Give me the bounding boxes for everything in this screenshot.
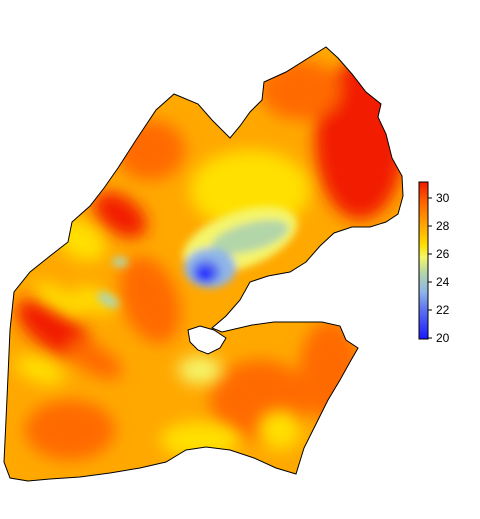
temperature-raster	[4, 47, 403, 481]
legend-tick-label: 28	[436, 219, 450, 233]
mild-zones	[15, 150, 310, 458]
country-outline	[3, 46, 404, 482]
south-mild-band	[15, 355, 65, 385]
central-south-mild	[178, 356, 222, 384]
west-hot-band	[93, 192, 147, 238]
legend-tick-label: 30	[436, 191, 450, 205]
highland-cooler-zone	[211, 219, 289, 255]
lake-assal	[187, 325, 227, 355]
legend-tick-label: 24	[436, 275, 450, 289]
north-hot-zone	[260, 60, 340, 120]
legend-tick-label: 22	[436, 303, 450, 317]
color-legend: 30 28 26 24 22 20	[418, 181, 450, 345]
legend-tick-label: 20	[436, 331, 450, 345]
northwest-hot-zone	[115, 120, 185, 180]
legend-tick-label: 26	[436, 247, 450, 261]
west-cool-patch-2	[112, 257, 128, 267]
south-hot-band	[68, 340, 122, 380]
legend-ticks	[428, 197, 432, 339]
south-central-mild	[160, 422, 240, 458]
cool-zones	[97, 206, 298, 308]
legend-bar	[418, 181, 429, 340]
far-south-warm-zone	[25, 400, 115, 460]
southeast-mild	[258, 410, 302, 450]
peak-coldest-zone	[198, 268, 212, 280]
southwest-mild-band-2	[75, 286, 115, 314]
east-coast-warm-zone	[300, 320, 360, 420]
southwest-mild-band	[33, 282, 87, 318]
central-hot-band	[119, 256, 181, 344]
west-cool-patch	[97, 292, 119, 308]
